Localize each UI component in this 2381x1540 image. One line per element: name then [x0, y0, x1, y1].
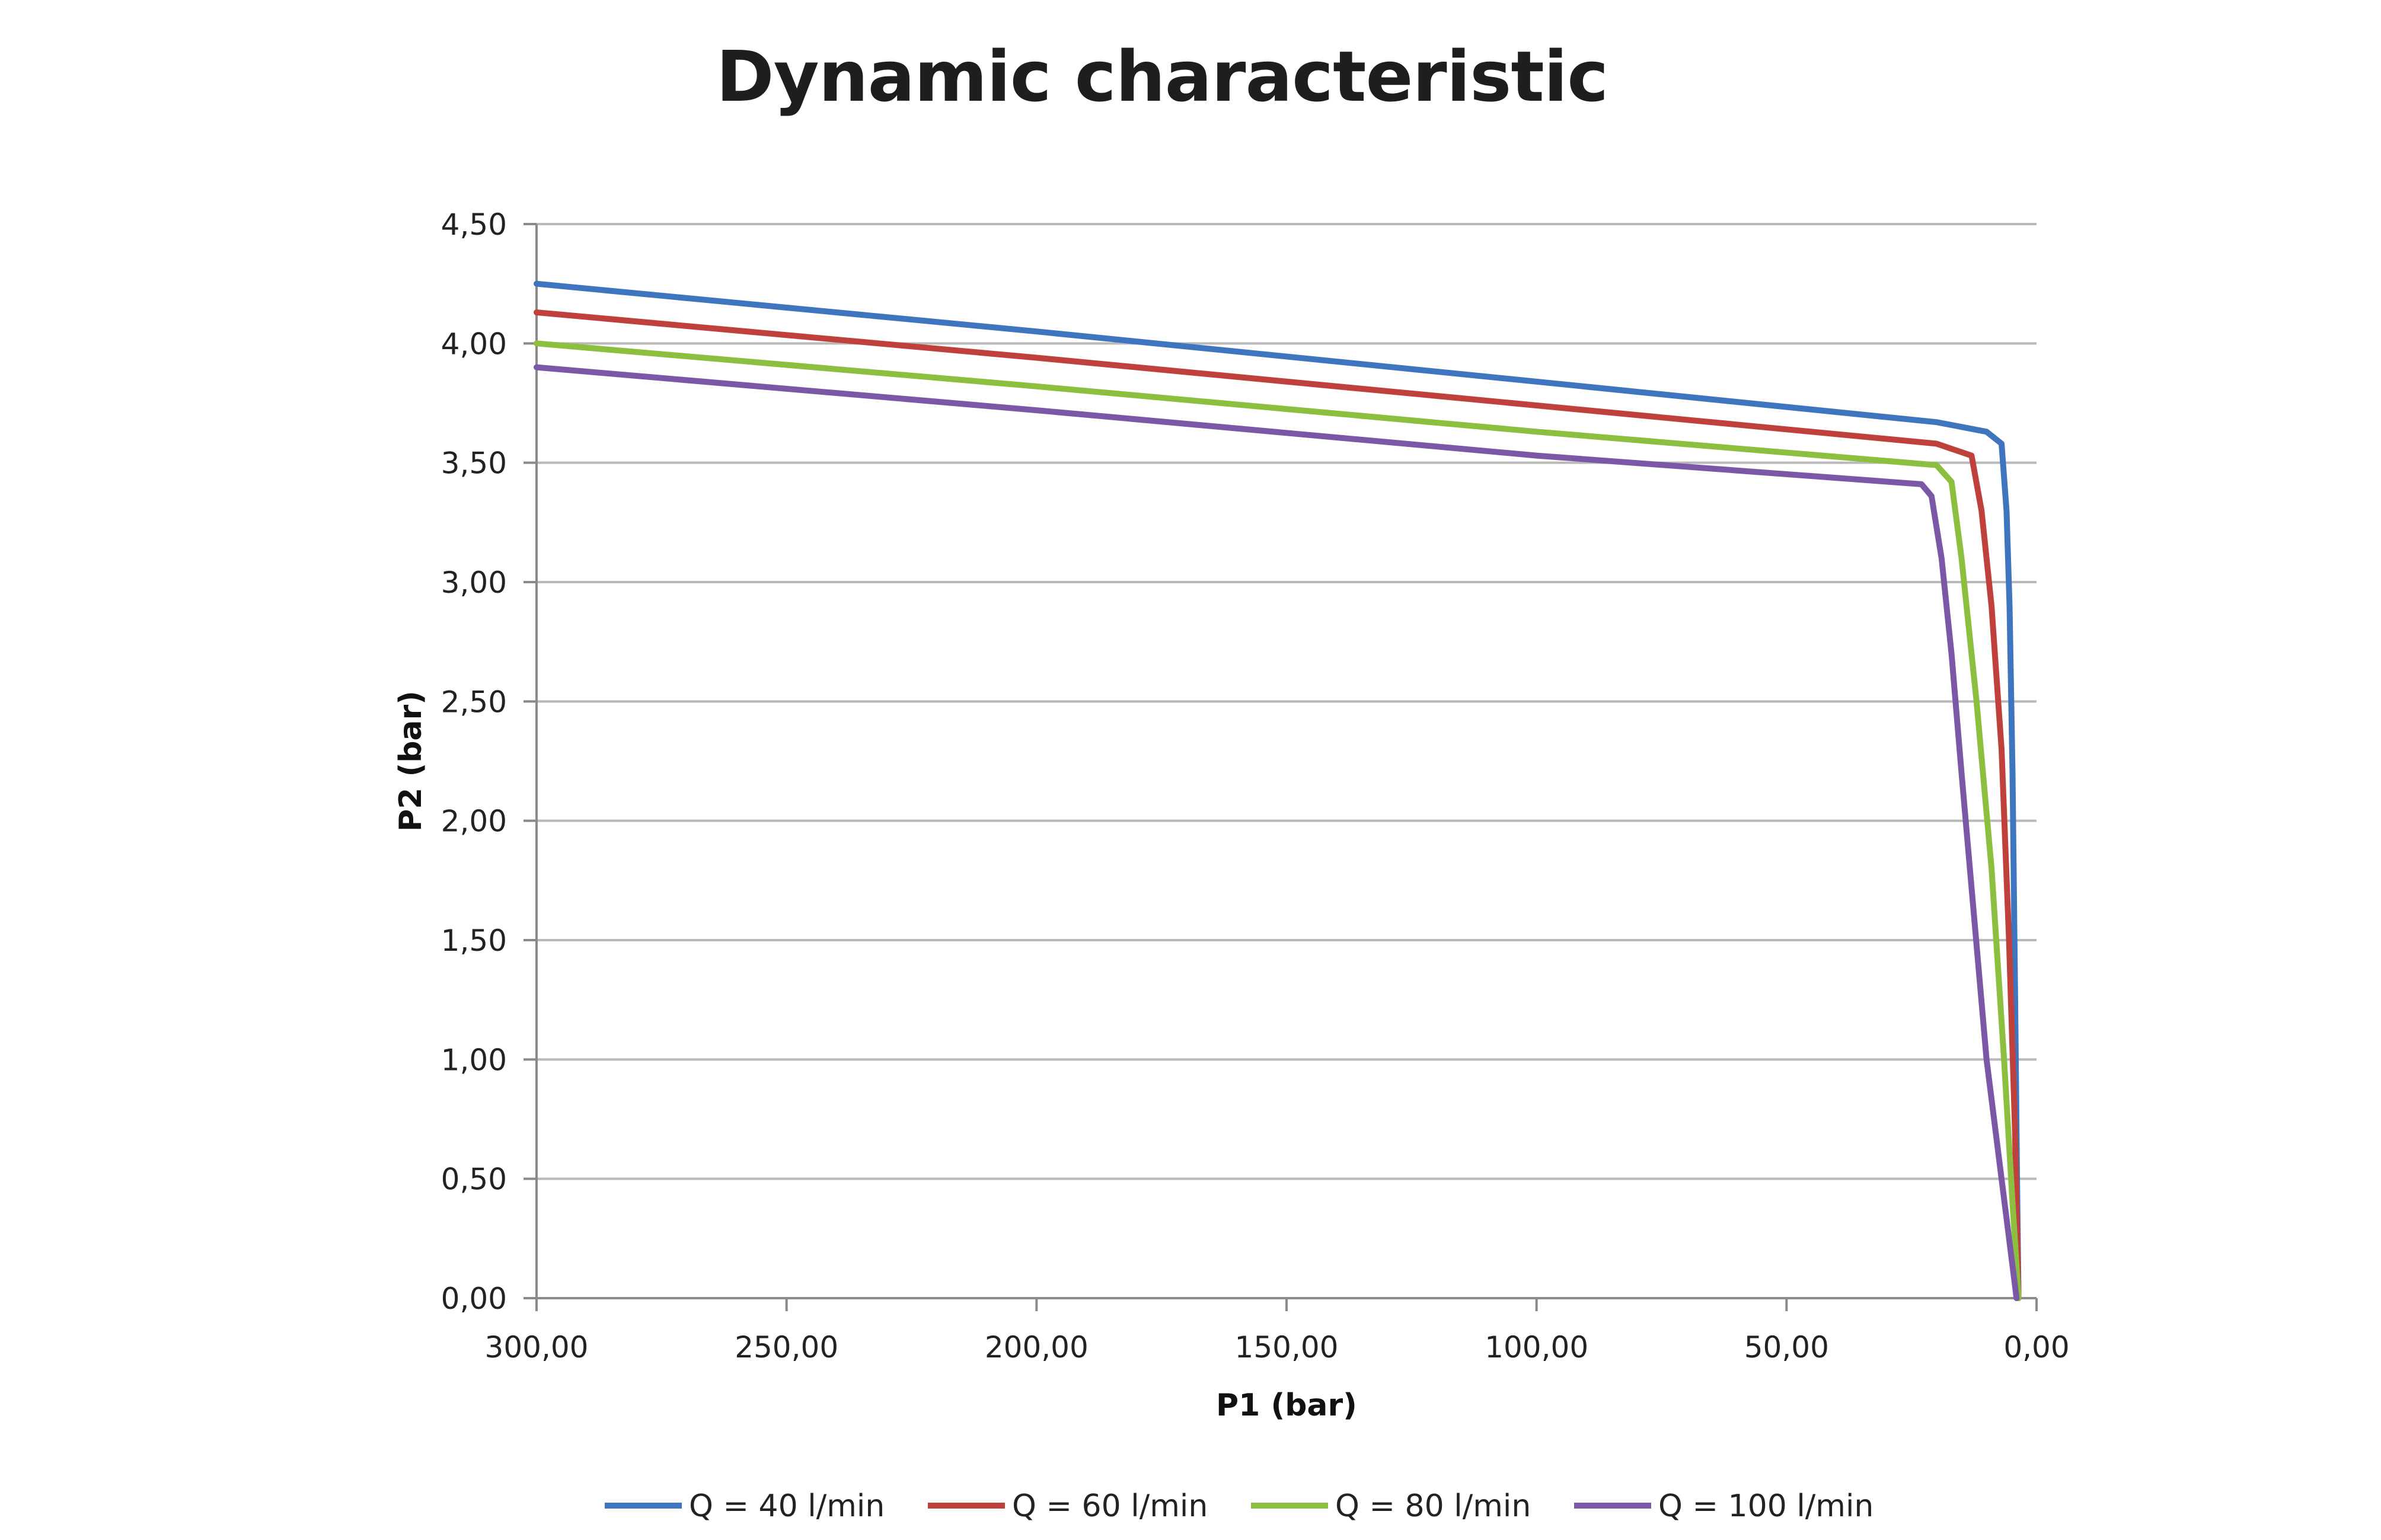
- x-axis-label: P1 (bar): [1216, 1388, 1357, 1423]
- x-tick-label: 300,00: [485, 1330, 589, 1365]
- y-tick-label: 3,50: [441, 446, 507, 481]
- legend-label-3: Q = 80 l/min: [1335, 1488, 1531, 1524]
- series-line-1: [534, 280, 2022, 1301]
- x-tick-label: 0,00: [2003, 1330, 2069, 1365]
- y-tick-label: 2,50: [441, 685, 507, 719]
- gridlines: [537, 223, 2037, 1299]
- series-line-2: [534, 309, 2022, 1301]
- series-line-3: [534, 340, 2022, 1301]
- y-tick-label: 1,50: [441, 924, 507, 958]
- legend-label-1: Q = 40 l/min: [689, 1488, 885, 1524]
- legend: Q = 40 l/min Q = 60 l/min Q = 80 l/min Q = …: [605, 1488, 1873, 1524]
- x-tick-label: 200,00: [985, 1330, 1089, 1365]
- axes: [524, 223, 2038, 1311]
- legend-label-2: Q = 60 l/min: [1012, 1488, 1208, 1524]
- x-tick-label: 150,00: [1235, 1330, 1339, 1365]
- y-tick-label: 3,00: [441, 565, 507, 600]
- y-tick-label: 0,00: [441, 1282, 507, 1316]
- series-lines: [534, 280, 2022, 1301]
- y-tick-label: 2,00: [441, 804, 507, 839]
- series-line-4: [534, 364, 2020, 1301]
- y-tick-label: 1,00: [441, 1043, 507, 1077]
- tick-labels: 0,00 0,50 1,00 1,50 2,00 2,50 3,00 3,50 4,00 4,50…: [441, 207, 2070, 1365]
- x-tick-label: 100,00: [1485, 1330, 1588, 1365]
- legend-label-4: Q = 100 l/min: [1658, 1488, 1873, 1524]
- y-tick-label: 4,50: [441, 207, 507, 242]
- y-tick-label: 0,50: [441, 1162, 507, 1197]
- chart-title: Dynamic characteristic: [716, 36, 1608, 117]
- y-axis-label: P2 (bar): [393, 691, 429, 832]
- x-tick-label: 50,00: [1744, 1330, 1829, 1365]
- x-tick-label: 250,00: [735, 1330, 838, 1365]
- y-tick-label: 4,00: [441, 327, 507, 361]
